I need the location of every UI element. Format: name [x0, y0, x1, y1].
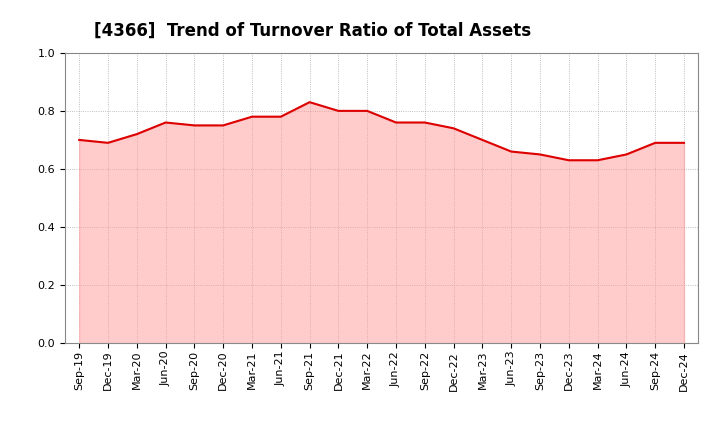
Text: [4366]  Trend of Turnover Ratio of Total Assets: [4366] Trend of Turnover Ratio of Total … — [94, 22, 531, 40]
